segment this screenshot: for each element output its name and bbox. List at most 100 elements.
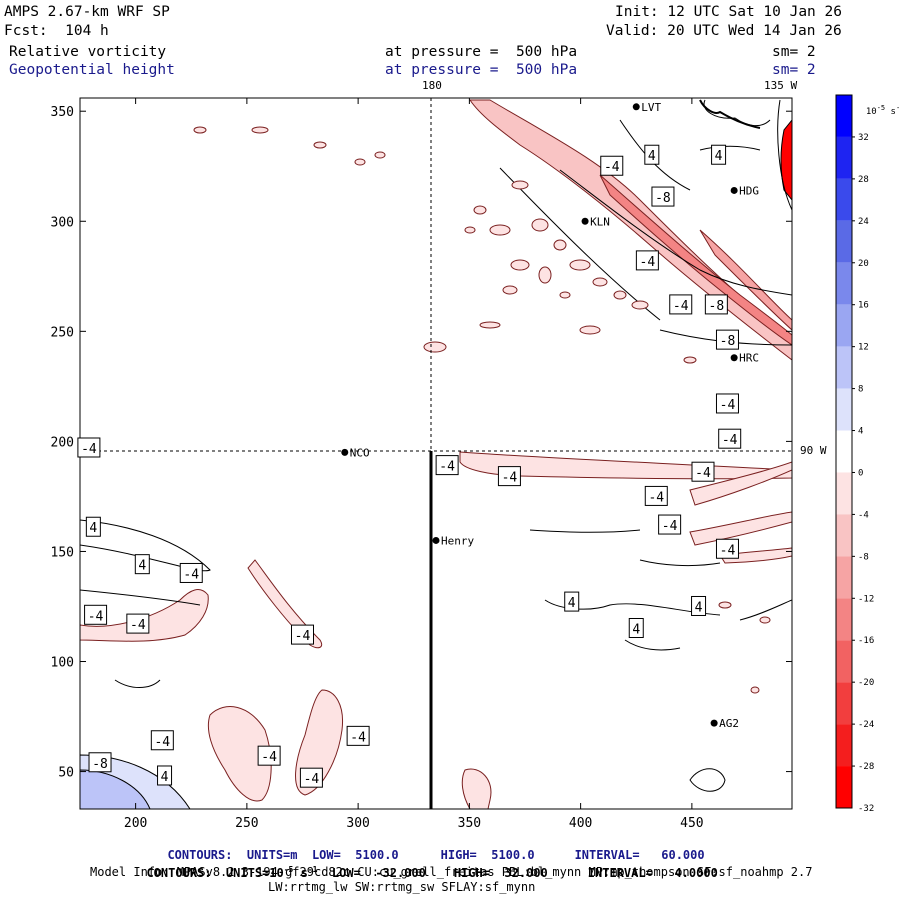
- colorbar-frame: [835, 94, 853, 809]
- contour-label: 4: [632, 622, 640, 637]
- contour-label-box: [257, 745, 281, 766]
- colorbar-tick-label: -32: [858, 804, 874, 814]
- colorbar-tick-label: 16: [858, 301, 869, 311]
- y-tick-label: 200: [51, 435, 74, 450]
- colorbar-tick-label: 20: [858, 259, 869, 269]
- contour-label-box: [291, 624, 314, 645]
- colorbar: 32 28 24 20 16 12 8 4 0 -4 -8 -12 -16 -20 -24 -28 -32: [835, 94, 874, 814]
- station-label: HDG: [739, 184, 759, 197]
- footer-line4: LW:rrtmg_lw SW:rrtmg_sw SFLAY:sf_mynn: [268, 880, 536, 894]
- contour-label-box: [715, 393, 739, 414]
- contour-label-box: [126, 613, 150, 634]
- y-tick-label: 300: [51, 215, 74, 230]
- colorbar-tick-label: 8: [858, 385, 863, 395]
- colorbar-tick-label: -24: [858, 720, 874, 730]
- colorbar-swatch: [836, 95, 852, 137]
- station-label: AG2: [719, 717, 739, 730]
- contour-label: -8: [720, 334, 736, 349]
- model-title: AMPS 2.67-km WRF SP: [4, 4, 170, 20]
- strong-vorticity-edge: [780, 119, 792, 201]
- colorbar-tick-label: 0: [858, 468, 863, 478]
- colorbar-unit-exp: -5: [876, 104, 886, 112]
- colorbar-swatch: [836, 514, 852, 557]
- contour-label-box: [658, 514, 682, 535]
- lon-180-label: 180: [422, 79, 442, 92]
- colorbar-tick-label: -12: [858, 594, 874, 604]
- station-marker: [432, 536, 440, 544]
- x-tick-label: 200: [124, 816, 147, 831]
- contour-label: -8: [92, 757, 108, 772]
- field2-smoothing: sm= 2: [772, 62, 816, 78]
- y-tick-label: 100: [51, 656, 74, 671]
- footer-line3: Model Info: MPASv8.2.3-194-gf29cd82c CU:…: [90, 865, 813, 879]
- station-marker: [341, 448, 349, 456]
- station-label: LVT: [641, 101, 661, 114]
- contour-label: -4: [640, 255, 656, 270]
- lat-90w-label: 90 W: [800, 444, 827, 457]
- contour-label: -4: [304, 772, 320, 787]
- contour-label: -4: [261, 750, 277, 765]
- contour-label-box: [628, 617, 644, 638]
- contour-label: -4: [183, 567, 199, 582]
- contour-label: 4: [138, 559, 146, 574]
- colorbar-tick-label: -28: [858, 762, 874, 772]
- contour-label: -4: [662, 519, 678, 534]
- colorbar-swatch: [836, 220, 852, 263]
- contour-label: -4: [154, 735, 170, 750]
- forecast-hour: Fcst: 104 h: [4, 23, 109, 39]
- contour-label-box: [644, 485, 668, 506]
- contour-label-box: [691, 461, 715, 482]
- vorticity-band-core: [599, 174, 792, 346]
- contour-label: -4: [502, 471, 518, 486]
- contour-label: -4: [648, 490, 664, 505]
- x-tick-label: 350: [458, 816, 481, 831]
- lon-135w-label: 135 W: [764, 79, 798, 92]
- colorbar-swatch: [836, 388, 852, 431]
- contour-label-box: [691, 595, 707, 616]
- colorbar-tick-label: -8: [858, 552, 869, 562]
- colorbar-swatch: [836, 766, 852, 808]
- contour-label-box: [157, 765, 173, 786]
- station-label: NCO: [350, 446, 370, 459]
- contour-label: -4: [88, 609, 104, 624]
- colorbar-swatch: [836, 430, 852, 473]
- station-label: KLN: [590, 215, 610, 228]
- footer-line2: CONTOURS: UNITS=10-5 s-1 LOW= -32.000 HIG…: [132, 850, 718, 880]
- colorbar-tick-label: 4: [858, 427, 863, 437]
- stations: LVT HDG KLN HRC NCO Henry AG2: [341, 101, 759, 730]
- station-label: Henry: [441, 534, 474, 547]
- x-tick-label: 400: [569, 816, 592, 831]
- contour-label: -4: [130, 618, 146, 633]
- contour-label-box: [715, 538, 739, 559]
- colorbar-tick-label: 12: [858, 343, 869, 353]
- contour-label-box: [711, 144, 727, 165]
- contour-label: -4: [295, 629, 311, 644]
- footer-line2-high: HIGH= 32.000: [453, 866, 548, 880]
- station-marker: [632, 103, 640, 111]
- colorbar-swatch: [836, 178, 852, 221]
- field2-level: at pressure = 500 hPa: [385, 62, 578, 78]
- contour-label-box: [704, 294, 728, 315]
- contour-label-box: [718, 428, 742, 449]
- vorticity-ridge-right: [699, 229, 792, 331]
- footer-line2-low: LOW= -32.000: [317, 866, 426, 880]
- colorbar-unit-s: s: [885, 107, 896, 117]
- y-tick-label: 50: [58, 766, 74, 781]
- station-marker: [730, 186, 738, 194]
- contour-label: 4: [715, 149, 723, 164]
- contour-label-box: [497, 466, 521, 487]
- field1-smoothing: sm= 2: [772, 44, 816, 60]
- init-time: Init: 12 UTC Sat 10 Jan 26: [615, 4, 842, 20]
- station-marker: [710, 719, 718, 727]
- contour-label: 4: [648, 149, 656, 164]
- contour-label-box: [77, 437, 101, 458]
- contour-label-box: [600, 155, 624, 176]
- colorbar-swatch: [836, 682, 852, 725]
- contour-label: -4: [673, 299, 689, 314]
- vorticity-band-east-4: [719, 547, 792, 564]
- footer-line2-interval: INTERVAL= 4.0000: [587, 866, 718, 880]
- contour-label: -4: [81, 442, 97, 457]
- colorbar-swatch: [836, 598, 852, 641]
- vorticity-blob-south-2: [461, 768, 492, 809]
